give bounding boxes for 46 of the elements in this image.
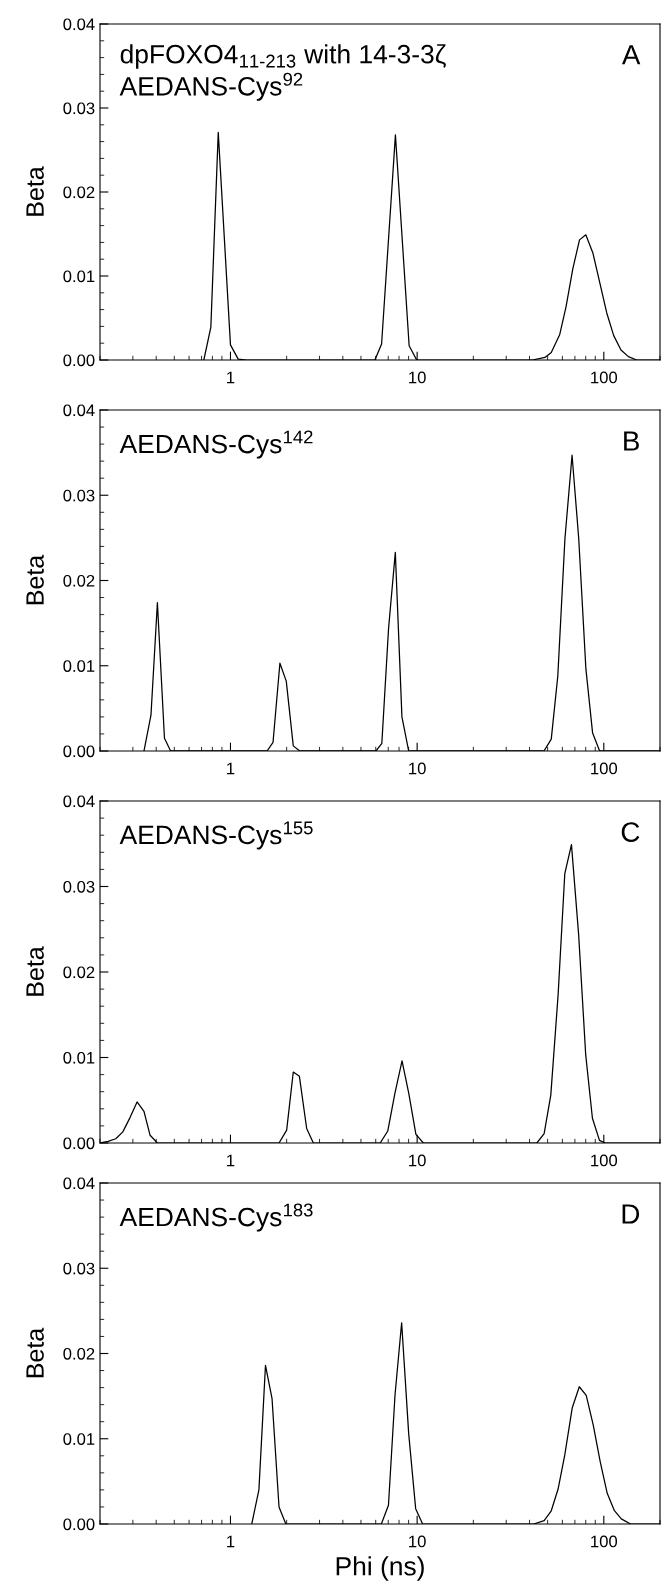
y-tick-label: 0.03 xyxy=(63,102,95,115)
x-tick-label: 10 xyxy=(409,371,426,384)
x-tick-label: 10 xyxy=(409,1154,426,1167)
y-tick-label: 0.03 xyxy=(63,489,95,502)
annotation: C xyxy=(621,822,640,842)
x-tick-label: 10 xyxy=(409,762,426,775)
y-tick-label: 0.03 xyxy=(63,1262,95,1275)
annotation: AEDANS-Cys$^{155}$ xyxy=(119,821,313,850)
y-tick-label: 0.02 xyxy=(63,1347,95,1360)
y-axis-title: Beta xyxy=(26,1327,44,1378)
annotation: dpFOXO4$_{11-213}$ with 14-3-3ζ xyxy=(120,44,446,69)
y-tick-label: 0.02 xyxy=(63,966,95,979)
y-tick-label: 0.04 xyxy=(63,18,95,31)
y-axis-title: Beta xyxy=(26,946,44,996)
annotation: AEDANS-Cys$^{92}$ xyxy=(119,72,303,101)
annotation: A xyxy=(621,45,641,65)
y-tick-label: 0.01 xyxy=(63,270,95,283)
x-tick-label: 1 xyxy=(227,1154,235,1167)
y-tick-label: 0.00 xyxy=(63,745,95,758)
y-tick-label: 0.00 xyxy=(63,1518,95,1531)
x-tick-label: 100 xyxy=(591,1154,618,1167)
x-tick-label: 1 xyxy=(227,1535,235,1548)
y-tick-label: 0.04 xyxy=(63,404,95,417)
y-tick-label: 0.01 xyxy=(63,1433,95,1445)
x-tick-label: 100 xyxy=(591,762,618,775)
y-tick-label: 0.03 xyxy=(63,880,95,893)
annotation: D xyxy=(622,1204,640,1224)
annotation: AEDANS-Cys$^{142}$ xyxy=(119,430,313,459)
annotation: B xyxy=(624,431,639,451)
x-tick-label: 1 xyxy=(227,762,235,775)
x-tick-label: 10 xyxy=(409,1535,426,1548)
x-tick-label: 100 xyxy=(591,1535,618,1548)
y-tick-label: 0.02 xyxy=(63,574,95,587)
y-tick-label: 0.01 xyxy=(63,1051,95,1064)
y-tick-label: 0.00 xyxy=(63,1137,95,1150)
y-tick-label: 0.02 xyxy=(63,186,95,199)
y-tick-label: 0.04 xyxy=(63,1177,95,1190)
y-tick-label: 0.04 xyxy=(63,795,95,808)
annotation: AEDANS-Cys$^{183}$ xyxy=(119,1203,313,1232)
y-axis-title: Beta xyxy=(26,166,44,216)
y-tick-label: 0.00 xyxy=(63,354,95,367)
x-axis-title: Phi (ns) xyxy=(336,1556,424,1581)
x-tick-label: 100 xyxy=(591,371,618,384)
y-axis-title: Beta xyxy=(26,554,44,605)
x-tick-label: 1 xyxy=(227,371,235,384)
y-tick-label: 0.01 xyxy=(63,660,95,672)
